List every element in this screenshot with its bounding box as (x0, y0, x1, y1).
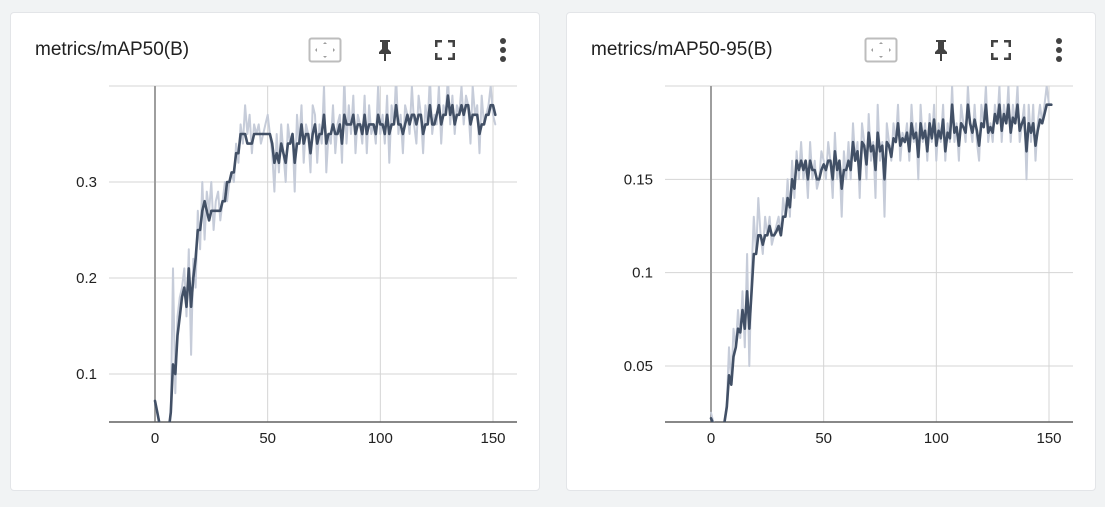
card-title: metrics/mAP50(B) (35, 39, 190, 60)
card-title: metrics/mAP50-95(B) (591, 39, 773, 60)
fullscreen-icon (435, 40, 455, 60)
y-tick-label: 0.2 (632, 77, 653, 94)
fit-domain-icon (308, 37, 342, 63)
more-menu-button[interactable] (485, 35, 521, 65)
pin-button[interactable] (923, 35, 959, 65)
chart-card-map50-95: metrics/mAP50-95(B) 0.05 0.1 0.15 0.2 0 50 100… (566, 12, 1096, 491)
x-tick-label: 150 (1036, 430, 1061, 447)
y-tick-label: 0.05 (624, 358, 653, 375)
y-tick-label: 0.15 (624, 171, 653, 188)
fit-domain-icon (864, 37, 898, 63)
y-tick-label: 0.1 (632, 265, 653, 282)
x-tick-label: 150 (480, 430, 505, 447)
x-tick-label: 50 (815, 430, 832, 447)
more-vert-icon (500, 38, 506, 62)
fit-domain-button[interactable] (307, 35, 343, 65)
x-tick-label: 50 (259, 430, 276, 447)
pin-icon (379, 40, 391, 61)
smoothed-series-line (153, 94, 497, 422)
smoothed-series-line (709, 103, 1053, 422)
fullscreen-icon (991, 40, 1011, 60)
x-tick-label: 0 (707, 430, 715, 447)
y-tick-label: 0.1 (76, 366, 97, 383)
series-group (709, 86, 1053, 422)
x-tick-label: 0 (151, 430, 159, 447)
x-tick-label: 100 (368, 430, 393, 447)
y-tick-label: 0.4 (76, 77, 97, 94)
y-tick-label: 0.2 (76, 270, 97, 287)
more-vert-icon (1056, 38, 1062, 62)
pin-button[interactable] (367, 35, 403, 65)
chart-card-map50: metrics/mAP50(B) 0.1 0.2 0.3 0.4 0 50 100 150 (10, 12, 540, 491)
more-menu-button[interactable] (1041, 35, 1077, 65)
pin-icon (935, 40, 947, 61)
fullscreen-button[interactable] (427, 35, 463, 65)
y-tick-label: 0.3 (76, 174, 97, 191)
chart-plot[interactable]: 0.1 0.2 0.3 0.4 0 50 100 150 (11, 13, 541, 492)
series-group (153, 86, 497, 422)
raw-series-line (710, 86, 1053, 422)
x-tick-label: 100 (924, 430, 949, 447)
fullscreen-button[interactable] (983, 35, 1019, 65)
chart-plot[interactable]: 0.05 0.1 0.15 0.2 0 50 100 150 (567, 13, 1097, 492)
fit-domain-button[interactable] (863, 35, 899, 65)
